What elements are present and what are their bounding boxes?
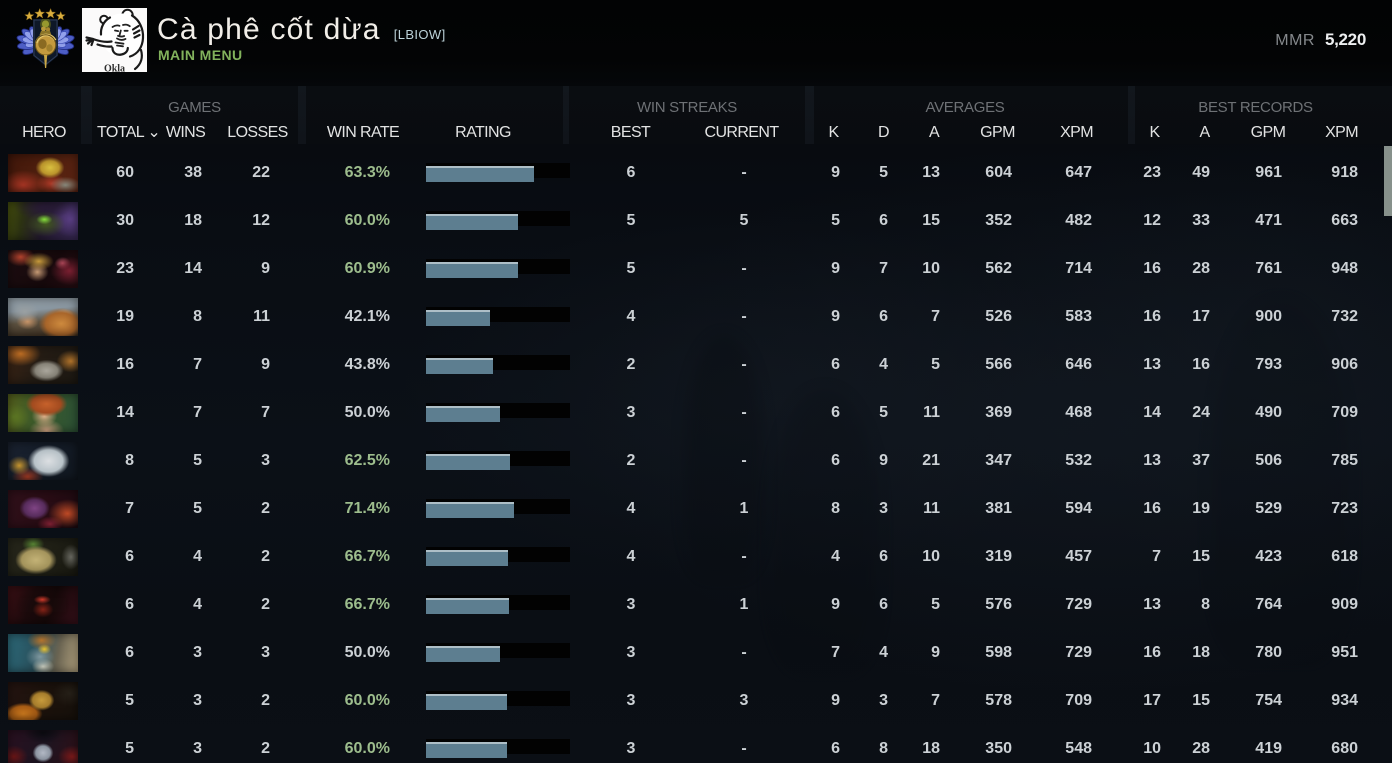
svg-text:Okla: Okla: [104, 64, 125, 74]
